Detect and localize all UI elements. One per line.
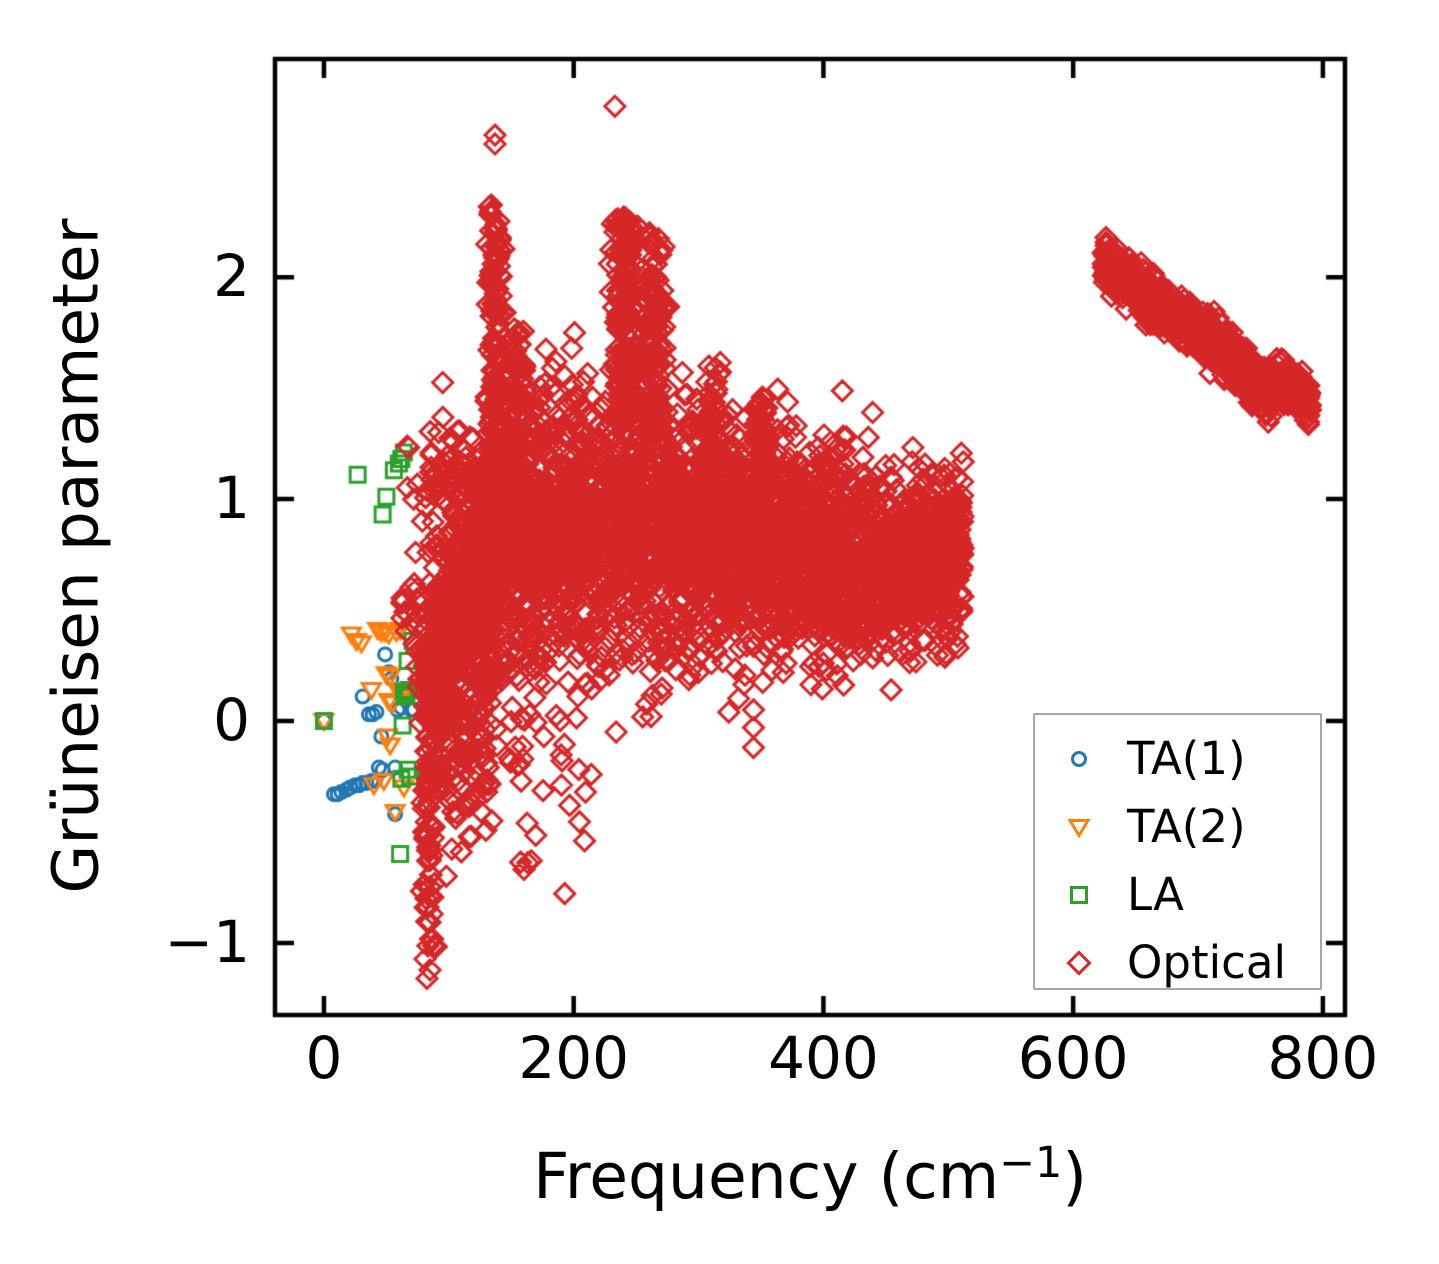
legend-item-ta-2: TA(2): [1035, 793, 1320, 861]
diamond-icon: [1066, 950, 1092, 976]
legend-label-ta-1: TA(1): [1127, 732, 1246, 785]
x-tick-label-600: 600: [1017, 1024, 1129, 1092]
circle-icon: [1071, 751, 1087, 767]
legend-item-optical: Optical: [1035, 929, 1320, 997]
x-tick-label-400: 400: [768, 1024, 879, 1092]
triangle-down-icon: [1067, 819, 1091, 839]
y-tick-label-0: 0: [213, 685, 250, 754]
x-tick-label-200: 200: [518, 1024, 630, 1092]
square-icon: [1070, 886, 1088, 904]
x-tick-label-0: 0: [305, 1024, 343, 1092]
y-tick-label-1: 1: [213, 464, 250, 533]
legend-label-la: LA: [1127, 868, 1184, 921]
legend-item-ta-1: TA(1): [1035, 725, 1320, 793]
legend-label-ta-2: TA(2): [1127, 800, 1246, 853]
x-tick-label-800: 800: [1267, 1024, 1379, 1092]
legend: TA(1) TA(2) LA Optical: [1033, 713, 1322, 990]
y-tick-label--1: −1: [164, 907, 251, 976]
legend-label-optical: Optical: [1127, 936, 1286, 989]
x-axis-label-text: Frequency (cm: [533, 1140, 1000, 1213]
y-tick-label-2: 2: [213, 242, 250, 311]
legend-item-la: LA: [1035, 861, 1320, 929]
x-axis-label: Frequency (cm−1): [533, 1138, 1087, 1216]
y-axis-label: Grüneisen parameter: [39, 218, 113, 894]
x-axis-label-superscript: −1: [999, 1137, 1063, 1188]
x-axis-label-close: ): [1062, 1140, 1087, 1213]
